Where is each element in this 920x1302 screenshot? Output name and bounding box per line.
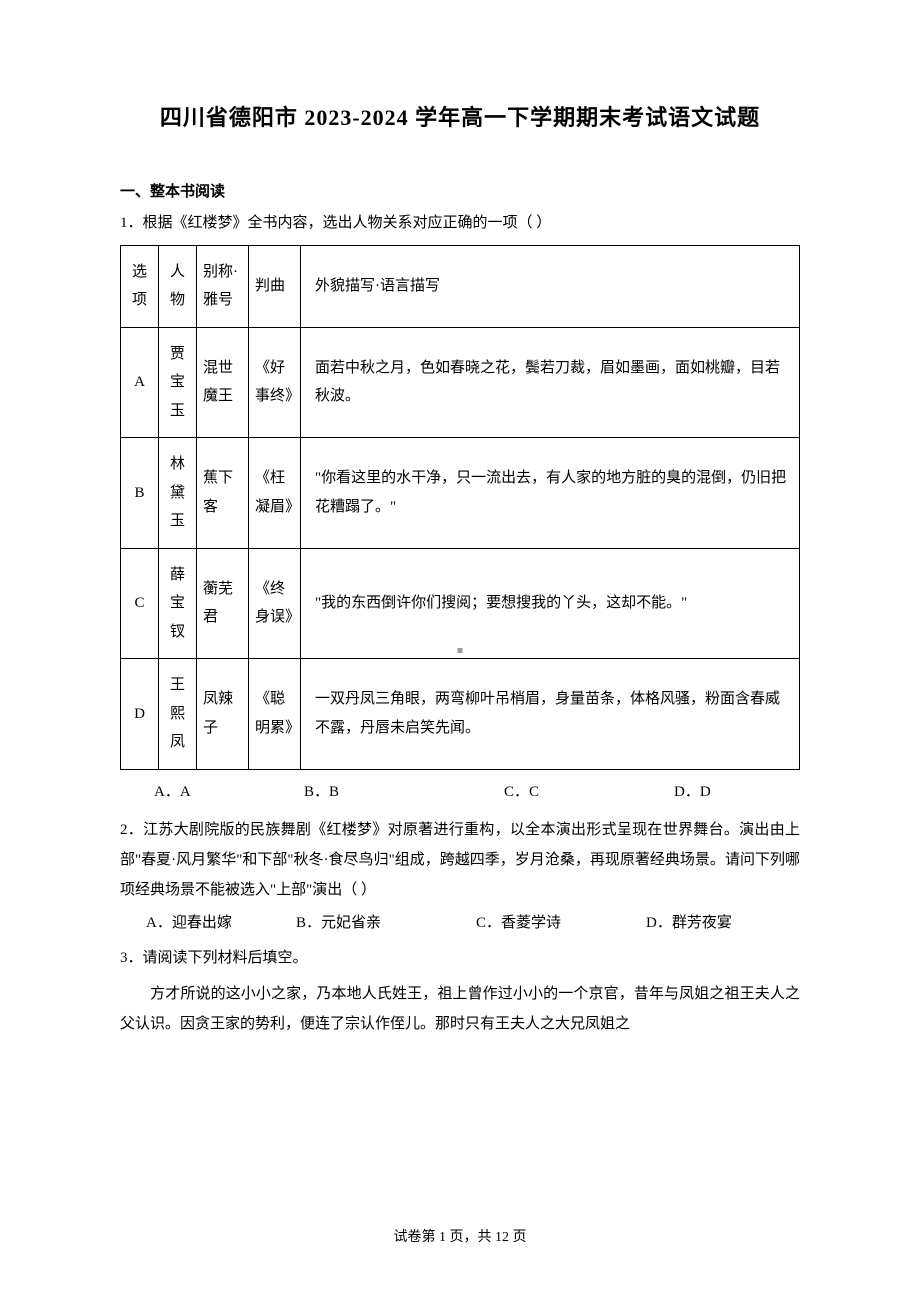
- th-qu: 判曲: [249, 245, 301, 327]
- cell-desc: 一双丹凤三角眼，两弯柳叶吊梢眉，身量苗条，体格风骚，粉面含春威不露，丹唇未启笑先…: [301, 659, 800, 770]
- cell-alias: 混世魔王: [197, 327, 249, 438]
- cell-desc: "我的东西倒许你们搜阅；要想搜我的丫头，这却不能。": [301, 548, 800, 659]
- cell-option: C: [121, 548, 159, 659]
- table-row: C 薛宝钗 蘅芜君 《终身误》 "我的东西倒许你们搜阅；要想搜我的丫头，这却不能…: [121, 548, 800, 659]
- cell-qu: 《枉凝眉》: [249, 438, 301, 549]
- cell-person: 王熙凤: [159, 659, 197, 770]
- cell-alias: 蘅芜君: [197, 548, 249, 659]
- cell-alias: 蕉下客: [197, 438, 249, 549]
- th-alias: 别称·雅号: [197, 245, 249, 327]
- q1-option-a: A．A: [154, 780, 304, 801]
- cell-qu: 《终身误》: [249, 548, 301, 659]
- q2-option-b: B．元妃省亲: [296, 911, 476, 932]
- cell-qu: 《聪明累》: [249, 659, 301, 770]
- q3-stem: 3．请阅读下列材料后填空。: [120, 946, 800, 972]
- q3-paragraph: 方才所说的这小小之家，乃本地人氏姓王，祖上曾作过小小的一个京官，昔年与凤姐之祖王…: [120, 979, 800, 1039]
- q3-para-text: 方才所说的这小小之家，乃本地人氏姓王，祖上曾作过小小的一个京官，昔年与凤姐之祖王…: [120, 986, 800, 1032]
- q1-table: 选项 人物 别称·雅号 判曲 外貌描写·语言描写 A 贾宝玉 混世魔王 《好事终…: [120, 245, 800, 770]
- section-1-header: 一、整本书阅读: [120, 180, 800, 201]
- page-footer: 试卷第 1 页，共 12 页: [0, 1226, 920, 1246]
- cell-alias: 凤辣子: [197, 659, 249, 770]
- q1-option-c: C．C: [504, 780, 674, 801]
- th-option: 选项: [121, 245, 159, 327]
- cell-qu: 《好事终》: [249, 327, 301, 438]
- q1-option-d: D．D: [674, 780, 711, 801]
- center-dot-icon: [458, 648, 463, 653]
- page-title: 四川省德阳市 2023-2024 学年高一下学期期末考试语文试题: [120, 100, 800, 132]
- q2-options: A．迎春出嫁 B．元妃省亲 C．香菱学诗 D．群芳夜宴: [120, 911, 800, 932]
- q1-stem: 1．根据《红楼梦》全书内容，选出人物关系对应正确的一项（ ）: [120, 211, 800, 237]
- table-header-row: 选项 人物 别称·雅号 判曲 外貌描写·语言描写: [121, 245, 800, 327]
- cell-person: 薛宝钗: [159, 548, 197, 659]
- table-row: D 王熙凤 凤辣子 《聪明累》 一双丹凤三角眼，两弯柳叶吊梢眉，身量苗条，体格风…: [121, 659, 800, 770]
- table-row: A 贾宝玉 混世魔王 《好事终》 面若中秋之月，色如春晓之花，鬓若刀裁，眉如墨画…: [121, 327, 800, 438]
- cell-option: A: [121, 327, 159, 438]
- cell-option: B: [121, 438, 159, 549]
- q1-option-b: B．B: [304, 780, 504, 801]
- q2-option-a: A．迎春出嫁: [146, 911, 296, 932]
- cell-option: D: [121, 659, 159, 770]
- cell-desc: 面若中秋之月，色如春晓之花，鬓若刀裁，眉如墨画，面如桃瓣，目若秋波。: [301, 327, 800, 438]
- table-row: B 林黛玉 蕉下客 《枉凝眉》 "你看这里的水干净，只一流出去，有人家的地方脏的…: [121, 438, 800, 549]
- q2-stem: 2．江苏大剧院版的民族舞剧《红楼梦》对原著进行重构，以全本演出形式呈现在世界舞台…: [120, 815, 800, 905]
- cell-person: 林黛玉: [159, 438, 197, 549]
- q2-option-d: D．群芳夜宴: [646, 911, 732, 932]
- q2-option-c: C．香菱学诗: [476, 911, 646, 932]
- q1-options: A．A B．B C．C D．D: [120, 780, 800, 801]
- th-person: 人物: [159, 245, 197, 327]
- th-desc: 外貌描写·语言描写: [301, 245, 800, 327]
- cell-desc: "你看这里的水干净，只一流出去，有人家的地方脏的臭的混倒，仍旧把花糟蹋了。": [301, 438, 800, 549]
- cell-person: 贾宝玉: [159, 327, 197, 438]
